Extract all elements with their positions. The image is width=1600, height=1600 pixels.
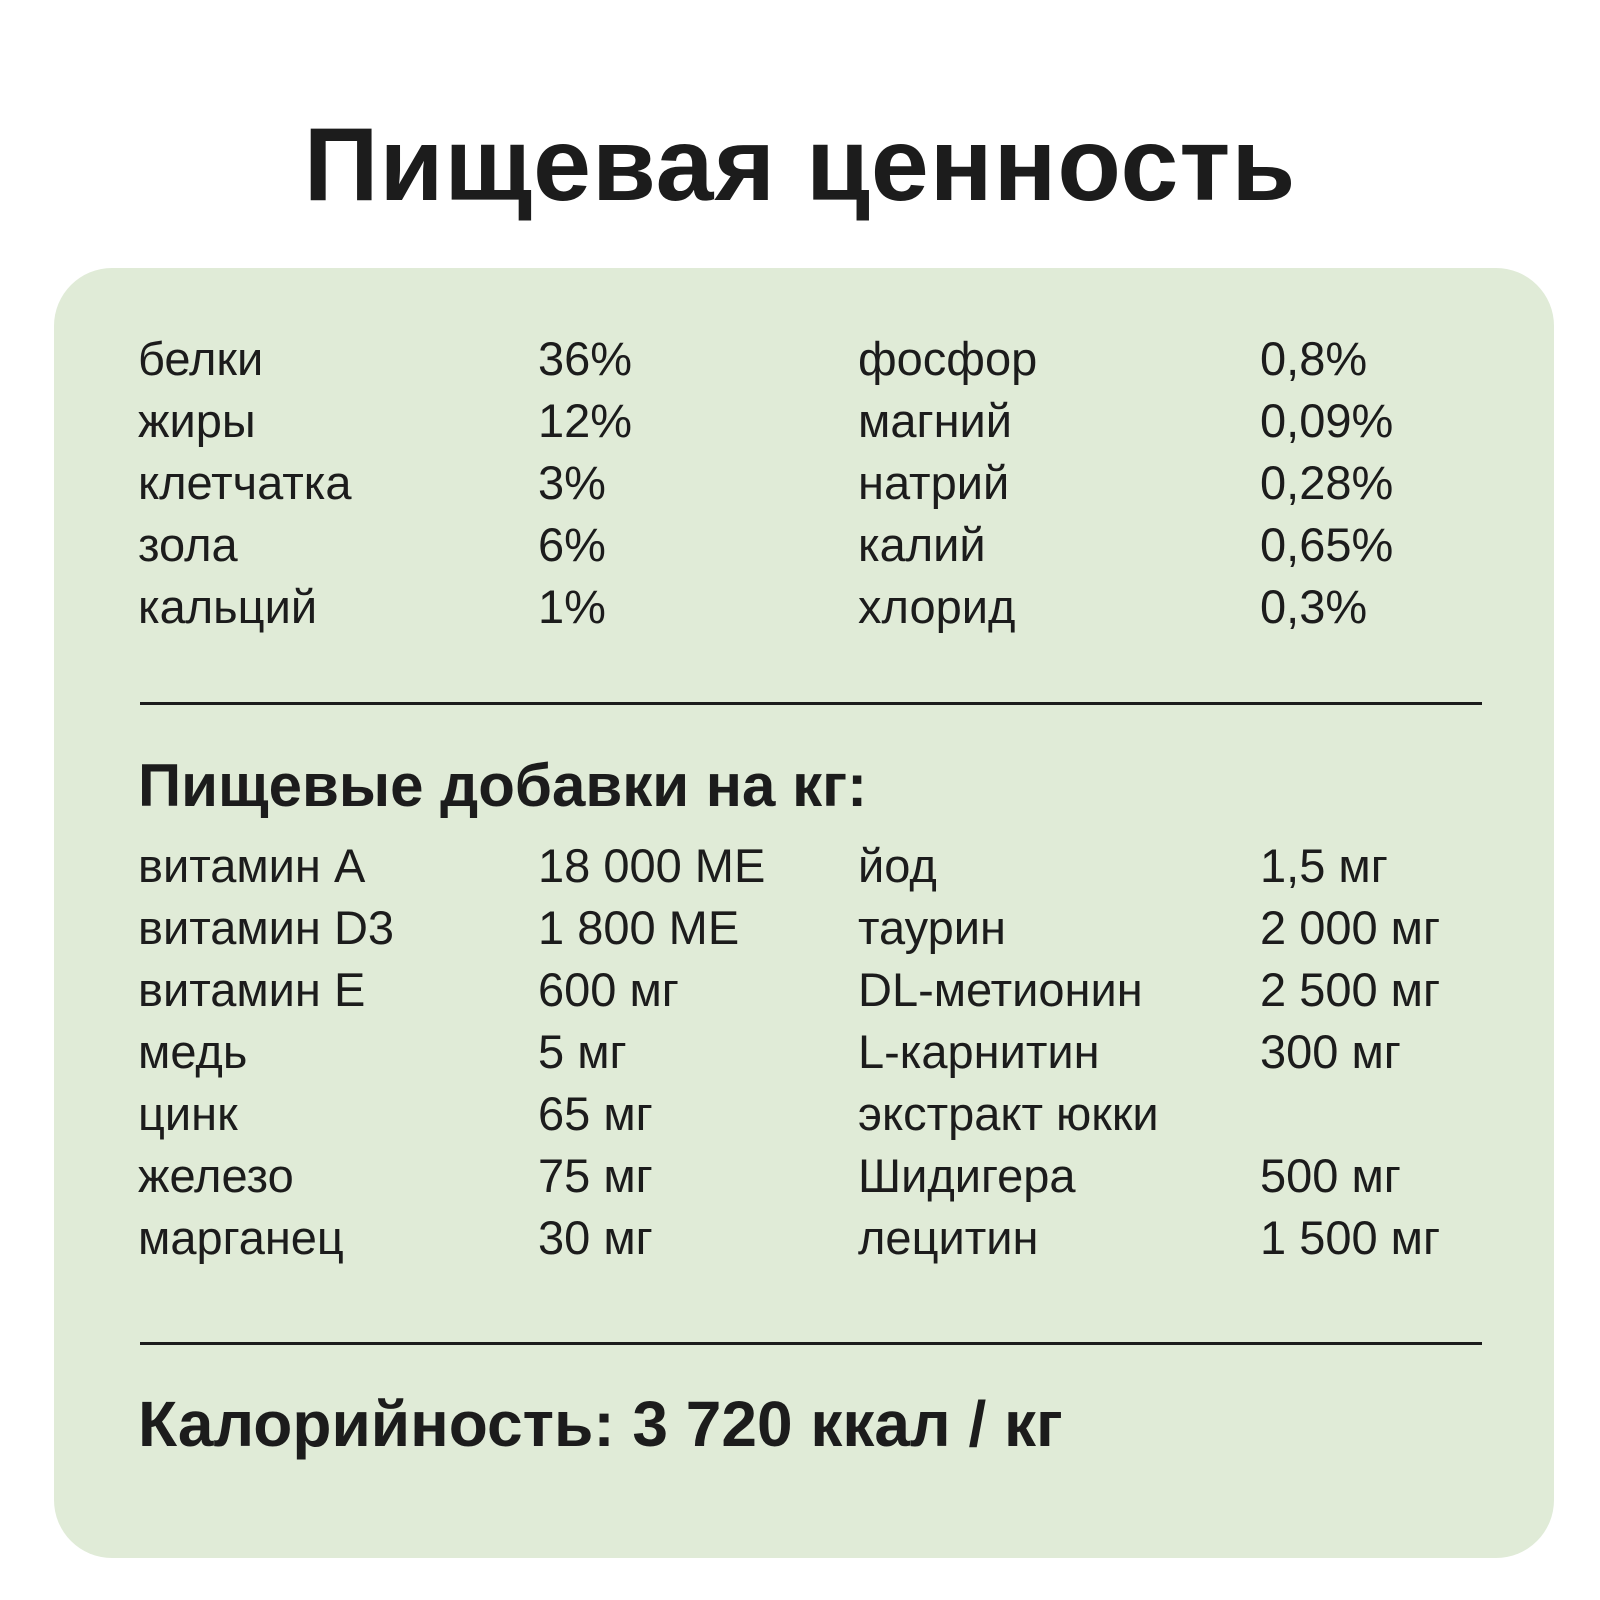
nutrient-value: 0,3% xyxy=(1260,580,1368,633)
nutrient-name: белки xyxy=(138,332,264,385)
additive-name: Шидигера xyxy=(858,1149,1076,1202)
additive-name: витамин A xyxy=(138,839,366,892)
additives-title: Пищевые добавки на кг: xyxy=(138,752,868,819)
nutrient-name: фосфор xyxy=(858,332,1038,385)
additive-name: витамин E xyxy=(138,963,366,1016)
additive-value: 1,5 мг xyxy=(1260,839,1388,892)
additive-name: йод xyxy=(858,839,937,892)
page-title: Пищевая ценность xyxy=(303,107,1297,223)
nutrient-value: 12% xyxy=(538,394,633,447)
nutrient-name: натрий xyxy=(858,456,1010,509)
additive-value: 1 800 МЕ xyxy=(538,901,740,954)
additive-value: 5 мг xyxy=(538,1025,627,1078)
additive-value: 75 мг xyxy=(538,1149,653,1202)
additive-name: цинк xyxy=(138,1087,238,1140)
nutrition-card: белки 36% фосфор 0,8% жиры 12% магний 0,… xyxy=(54,268,1554,1558)
additive-name: витамин D3 xyxy=(138,901,395,954)
table-row: медь 5 мг L-карнитин 300 мг xyxy=(138,1021,1538,1083)
table-row: витамин A 18 000 МЕ йод 1,5 мг xyxy=(138,835,1538,897)
table-row: белки 36% фосфор 0,8% xyxy=(138,328,1538,390)
nutrient-name: жиры xyxy=(138,394,256,447)
nutrient-value: 1% xyxy=(538,580,606,633)
additive-name: медь xyxy=(138,1025,248,1078)
additive-name: таурин xyxy=(858,901,1006,954)
nutrient-name: калий xyxy=(858,518,986,571)
additive-name: марганец xyxy=(138,1211,344,1264)
additive-value: 500 мг xyxy=(1260,1149,1401,1202)
nutrient-value: 6% xyxy=(538,518,606,571)
additive-value: 65 мг xyxy=(538,1087,653,1140)
nutrients-table: белки 36% фосфор 0,8% жиры 12% магний 0,… xyxy=(138,328,1538,638)
calories-text: Калорийность: 3 720 ккал / кг xyxy=(138,1388,1063,1460)
nutrient-value: 0,8% xyxy=(1260,332,1368,385)
table-row: витамин D3 1 800 МЕ таурин 2 000 мг xyxy=(138,897,1538,959)
divider xyxy=(140,702,1482,705)
additive-name: DL-метионин xyxy=(858,963,1143,1016)
nutrient-name: магний xyxy=(858,394,1013,447)
nutrient-value: 0,28% xyxy=(1260,456,1394,509)
additive-name: лецитин xyxy=(858,1211,1039,1264)
additive-value: 2 000 мг xyxy=(1260,901,1441,954)
table-row: клетчатка 3% натрий 0,28% xyxy=(138,452,1538,514)
additives-table: витамин A 18 000 МЕ йод 1,5 мг витамин D… xyxy=(138,835,1538,1269)
table-row: кальций 1% хлорид 0,3% xyxy=(138,576,1538,638)
nutrient-name: клетчатка xyxy=(138,456,352,509)
additive-value: 600 мг xyxy=(538,963,679,1016)
additive-name: железо xyxy=(138,1149,294,1202)
additive-value: 1 500 мг xyxy=(1260,1211,1441,1264)
nutrient-name: зола xyxy=(138,518,238,571)
additive-name: экстракт юкки xyxy=(858,1087,1159,1140)
nutrient-name: хлорид xyxy=(858,580,1016,633)
table-row: зола 6% калий 0,65% xyxy=(138,514,1538,576)
nutrient-name: кальций xyxy=(138,580,318,633)
table-row: железо 75 мг Шидигера 500 мг xyxy=(138,1145,1538,1207)
additive-value: 2 500 мг xyxy=(1260,963,1441,1016)
nutrient-value: 0,65% xyxy=(1260,518,1394,571)
additive-value: 300 мг xyxy=(1260,1025,1401,1078)
nutrient-value: 36% xyxy=(538,332,633,385)
table-row: витамин E 600 мг DL-метионин 2 500 мг xyxy=(138,959,1538,1021)
additive-name: L-карнитин xyxy=(858,1025,1100,1078)
additive-value: 30 мг xyxy=(538,1211,653,1264)
table-row: марганец 30 мг лецитин 1 500 мг xyxy=(138,1207,1538,1269)
table-row: жиры 12% магний 0,09% xyxy=(138,390,1538,452)
nutrient-value: 0,09% xyxy=(1260,394,1394,447)
table-row: цинк 65 мг экстракт юкки xyxy=(138,1083,1538,1145)
nutrient-value: 3% xyxy=(538,456,606,509)
additive-value: 18 000 МЕ xyxy=(538,839,766,892)
divider xyxy=(140,1342,1482,1345)
